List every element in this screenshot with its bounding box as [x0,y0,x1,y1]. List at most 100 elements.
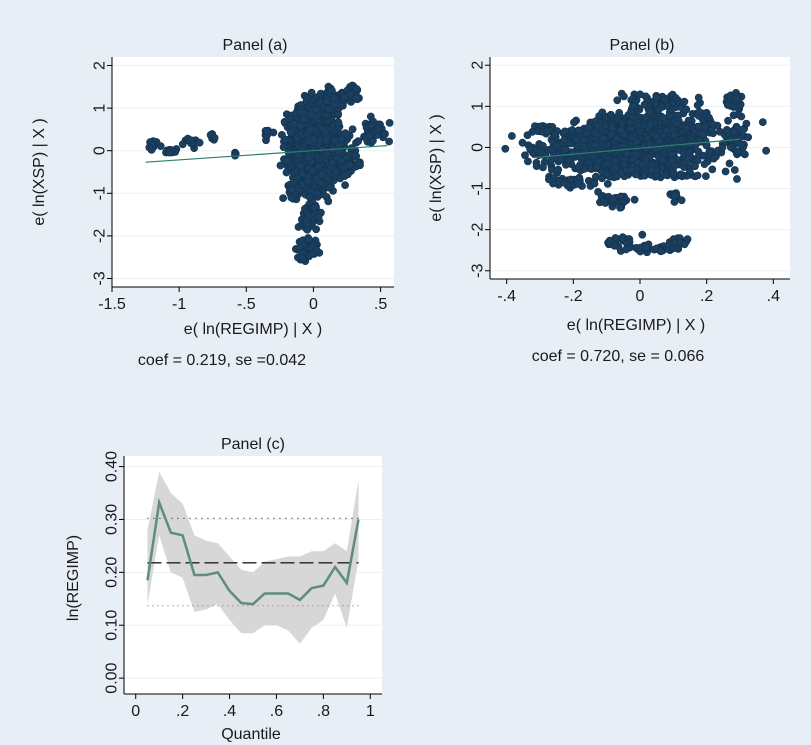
data-point [304,212,313,220]
data-point [287,185,296,194]
data-point [607,110,615,119]
data-point [584,123,593,132]
data-point [594,187,602,196]
data-point [613,134,621,143]
data-point [634,122,643,131]
data-point [579,142,588,151]
data-point [299,115,308,124]
data-point [574,126,583,135]
data-point [670,131,679,140]
data-point [695,108,704,116]
data-point [297,254,306,262]
data-point [640,171,648,180]
data-point [352,85,361,93]
y-tick-label: 0.40 [104,451,121,482]
data-point [575,163,583,171]
x-tick-label: -.4 [497,288,516,305]
data-point [762,146,770,155]
data-point [701,122,710,131]
data-point [324,105,333,114]
panel-c-y-ticks: 0.00 0.10 0.20 0.30 0.40 [104,451,124,694]
data-point [568,126,577,134]
data-point [276,161,285,170]
y-tick-label: -1 [92,186,109,200]
data-point [545,175,553,184]
data-point [550,130,559,139]
data-point [524,157,532,166]
data-point [314,213,323,221]
data-point [739,125,747,134]
data-point [730,166,739,174]
y-tick-label: -3 [92,271,109,285]
data-point [744,133,753,142]
data-point [306,125,315,134]
data-point [732,94,741,103]
data-point [195,138,204,147]
data-point [612,172,621,181]
data-point [694,93,703,102]
data-point [591,140,600,149]
x-tick-label: -1.5 [98,296,126,313]
data-point [561,145,569,154]
data-point [632,137,641,146]
data-point [636,90,644,99]
data-point [580,136,589,145]
data-point [334,119,343,127]
data-point [317,170,326,179]
data-point [723,125,731,134]
data-point [343,153,351,162]
data-point [346,89,355,98]
data-point [341,181,349,189]
data-point [682,105,691,114]
data-point [729,111,738,120]
data-point [304,153,313,161]
data-point [263,127,272,136]
panel-b-caption: coef = 0.720, se = 0.066 [532,348,705,365]
data-point [661,170,669,179]
data-point [705,148,714,156]
data-point [724,116,732,125]
x-tick-label: -.5 [237,296,256,313]
data-point [591,129,600,138]
data-point [695,122,703,131]
x-tick-label: .4 [223,703,236,720]
data-point [590,179,599,188]
data-point [680,240,689,249]
data-point [638,230,647,239]
data-point [668,156,677,165]
panel-a-title: Panel (a) [223,37,288,54]
data-point [652,132,661,140]
data-point [589,152,598,161]
data-point [602,170,611,178]
data-point [340,172,349,180]
data-point [620,92,628,101]
data-point [660,95,669,104]
data-point [309,135,318,143]
y-tick-label: -2 [470,222,487,236]
data-point [293,173,302,182]
data-point [721,167,730,176]
x-tick-label: .2 [700,288,713,305]
y-tick-label: 1 [92,104,109,113]
data-point [617,126,625,134]
x-tick-label: .5 [374,296,387,313]
data-point [758,118,767,126]
panel-a-y-label: e( ln(XSP) | X ) [31,118,48,225]
data-point [337,157,346,165]
data-point [726,143,735,151]
data-point [501,144,510,153]
data-point [630,195,639,204]
data-point [310,203,319,212]
data-point [725,159,734,168]
data-point [652,94,661,102]
data-point [282,168,291,177]
y-tick-label: 0 [470,143,487,152]
panel-b-y-label: e( ln(XSP) | X ) [428,114,445,221]
data-point [303,225,312,234]
data-point [552,141,561,150]
data-point [523,131,532,140]
data-point [345,161,354,170]
panel-a-x-label: e( ln(REGIMP) | X ) [184,321,322,338]
data-point [532,162,541,170]
data-point [281,135,290,144]
